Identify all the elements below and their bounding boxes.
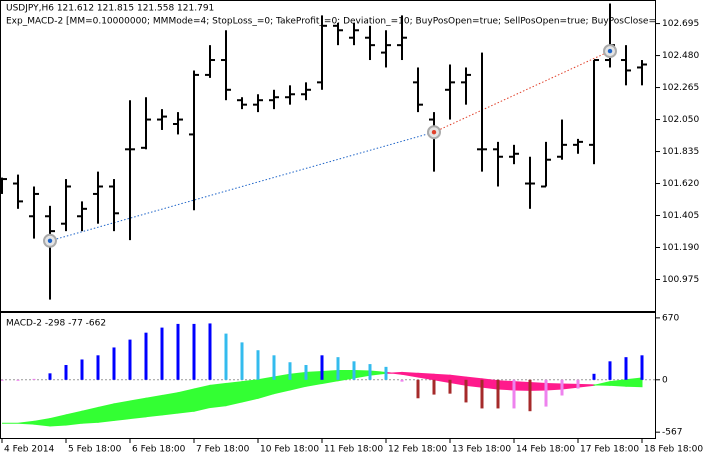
signal-cloud <box>193 384 211 412</box>
signal-cloud <box>273 373 291 395</box>
y-tick-label: 102.695 <box>662 19 699 29</box>
signal-cloud <box>225 381 243 407</box>
x-tick-label: 10 Feb 18:00 <box>260 445 319 455</box>
signal-cloud <box>129 397 147 420</box>
x-tick-label: 17 Feb 18:00 <box>580 445 639 455</box>
histogram-bar <box>80 359 84 380</box>
axes: 102.695 102.480 102.265 102.050 101.835 101.6… <box>1 19 703 455</box>
histogram-bar <box>560 379 564 396</box>
trade-dot <box>431 129 437 135</box>
histogram-bar <box>480 379 484 409</box>
histogram-bar <box>144 332 148 380</box>
signal-cloud <box>513 381 531 391</box>
trade-dot <box>607 48 613 54</box>
histogram-bar <box>128 339 132 380</box>
histogram-bar <box>224 333 228 380</box>
histogram-bar <box>48 373 52 380</box>
main-plot <box>1 3 647 300</box>
histogram-bar <box>320 355 324 380</box>
histogram-bar <box>512 379 516 409</box>
signal-cloud <box>625 377 643 388</box>
y-tick-label: 670 <box>662 313 679 323</box>
histogram-bar <box>544 379 548 407</box>
histogram-bar <box>400 379 404 382</box>
signal-cloud <box>305 370 323 387</box>
y-tick-label: 102.050 <box>662 115 699 125</box>
signal-cloud <box>545 382 563 391</box>
signal-cloud <box>529 382 547 391</box>
signal-cloud <box>177 388 195 414</box>
macd-plot <box>1 323 655 427</box>
signal-cloud <box>241 379 259 403</box>
histogram-bar <box>464 379 468 403</box>
histogram-bar <box>16 379 20 381</box>
signal-cloud <box>209 382 227 409</box>
trade-dot <box>47 238 53 244</box>
histogram-bar <box>432 379 436 395</box>
y-tick-label: 102.265 <box>662 83 699 93</box>
signal-cloud <box>289 371 307 391</box>
histogram-bar <box>1 379 4 381</box>
histogram-bar <box>96 355 100 380</box>
y-tick-label: 101.835 <box>662 147 699 157</box>
histogram-bar <box>416 379 420 399</box>
histogram-bar <box>352 361 356 380</box>
histogram-bar <box>304 365 308 380</box>
x-tick-label: 4 Feb 2014 <box>4 445 55 455</box>
x-tick-label: 12 Feb 18:00 <box>388 445 447 455</box>
signal-cloud <box>113 400 131 422</box>
histogram-bar <box>176 323 180 380</box>
chart-title: USDJPY,H6 121.612 121.815 121.558 121.79… <box>6 4 214 14</box>
x-tick-label: 18 Feb 18:00 <box>644 445 703 455</box>
x-tick-label: 6 Feb 18:00 <box>132 445 186 455</box>
y-tick-label: 100.975 <box>662 275 699 285</box>
chart-subtitle: Exp_MACD-2 [MM=0.10000000; MMMode=4; Sto… <box>6 17 692 27</box>
signal-cloud <box>321 370 339 385</box>
histogram-bar <box>336 357 340 380</box>
histogram-bar <box>368 364 372 380</box>
x-tick-label: 13 Feb 18:00 <box>452 445 511 455</box>
x-tick-label: 7 Feb 18:00 <box>196 445 250 455</box>
histogram-bar <box>624 357 628 380</box>
histogram-bar <box>160 327 164 380</box>
histogram-bar <box>32 378 36 380</box>
histogram-bar <box>64 365 68 380</box>
histogram-bar <box>272 355 276 380</box>
histogram-bar <box>640 355 644 380</box>
signal-cloud <box>497 380 515 391</box>
histogram-bar <box>192 323 196 380</box>
signal-cloud <box>465 376 483 388</box>
signal-cloud <box>97 403 115 423</box>
histogram-bar <box>288 362 292 380</box>
y-tick-label: -567 <box>662 428 682 438</box>
histogram-bar <box>240 342 244 380</box>
histogram-bar <box>608 361 612 380</box>
y-tick-label: 101.620 <box>662 179 699 189</box>
histogram-bar <box>256 350 260 380</box>
signal-cloud <box>145 394 163 418</box>
x-tick-label: 14 Feb 18:00 <box>516 445 575 455</box>
signal-cloud <box>161 392 179 416</box>
histogram-bar <box>528 379 532 412</box>
y-tick-label: 101.190 <box>662 243 699 253</box>
trade-line <box>433 50 611 133</box>
x-tick-label: 11 Feb 18:00 <box>324 445 383 455</box>
histogram-bar <box>208 323 212 380</box>
histogram-bar <box>496 379 500 409</box>
y-tick-label: 0 <box>662 375 668 385</box>
histogram-bar <box>576 379 580 389</box>
histogram-bar <box>384 366 388 380</box>
macd-title: MACD-2 -298 -77 -662 <box>6 319 106 329</box>
x-tick-label: 5 Feb 18:00 <box>68 445 122 455</box>
y-tick-label: 102.480 <box>662 51 699 61</box>
histogram-bar <box>592 373 596 380</box>
signal-cloud <box>481 378 499 390</box>
y-tick-label: 101.405 <box>662 211 699 221</box>
histogram-bar <box>448 379 452 394</box>
histogram-bar <box>112 347 116 380</box>
